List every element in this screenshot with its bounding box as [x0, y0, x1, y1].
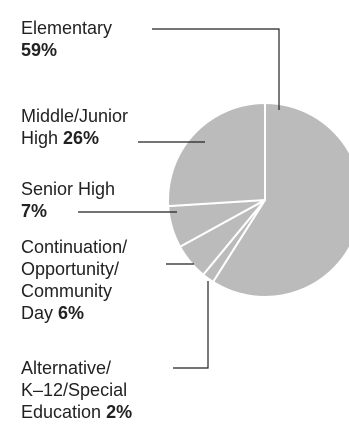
label-middle-pct: 26% [63, 128, 100, 148]
label-alternative-pct: 2% [106, 402, 133, 422]
label-middle-name: Middle/Junior [21, 106, 129, 126]
slice-elementary [212, 102, 349, 298]
label-alternative-name-1: Alternative/ [21, 358, 112, 378]
label-middle: Middle/Junior High 26% [21, 105, 128, 149]
label-alternative-name-2: K–12/Special [21, 380, 128, 400]
label-continuation-name-2: Opportunity/ [21, 259, 120, 279]
label-elementary-name: Elementary [21, 18, 113, 38]
leader-alternative [173, 281, 209, 369]
label-elementary-pct: 59% [21, 40, 58, 60]
label-middle-name-2: High [21, 128, 64, 148]
label-elementary: Elementary 59% [21, 17, 112, 61]
label-continuation-name-1: Continuation/ [21, 237, 128, 257]
label-continuation-pct: 6% [58, 303, 85, 323]
label-alternative-name-3: Education [21, 402, 107, 422]
leader-elementary [152, 28, 280, 110]
label-alternative: Alternative/ K–12/Special Education 2% [21, 357, 132, 423]
label-continuation-name-3: Community [21, 281, 113, 301]
label-senior: Senior High 7% [21, 178, 115, 222]
label-continuation-name-4: Day [21, 303, 59, 323]
leader-lines [78, 28, 280, 369]
label-continuation: Continuation/ Opportunity/ Community Day… [21, 236, 127, 324]
slice-middle [167, 102, 266, 208]
label-senior-name: Senior High [21, 179, 116, 199]
label-senior-pct: 7% [21, 201, 48, 221]
pie-slices [167, 102, 349, 298]
